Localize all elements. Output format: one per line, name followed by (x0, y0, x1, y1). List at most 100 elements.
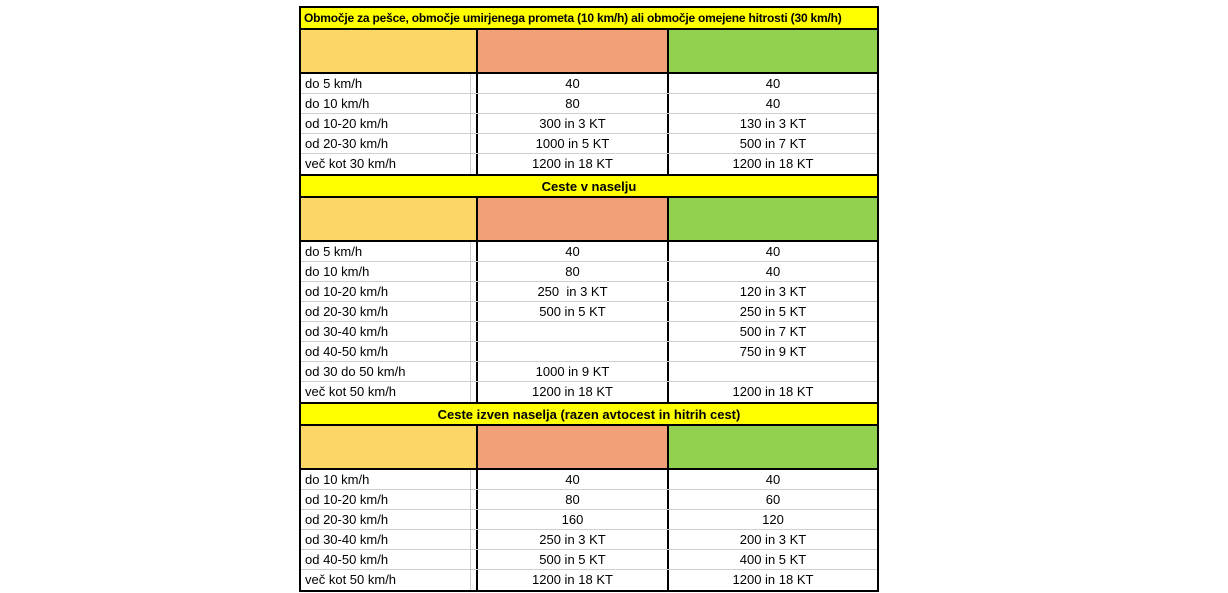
fine-after-cell: 40 (765, 76, 781, 91)
section-title: Območje za pešce, območje umirjenega pro… (301, 8, 877, 30)
table-row: od 40-50 km/h 750 in 9 KT (301, 342, 877, 362)
speed-range-cell: do 10 km/h (301, 94, 478, 113)
fine-after-column-header: globa (v evrih) in KT po 11. 8. 2021 (669, 30, 877, 72)
fine-after-cell: 120 (762, 512, 784, 527)
fine-after-header-line1: globa (v evrih) in KT (673, 71, 873, 72)
fine-before-cell (478, 342, 669, 361)
fine-after-cell: 40 (765, 472, 781, 487)
table-row: od 20-30 km/h 1000 in 5 KT 500 in 7 KT (301, 134, 877, 154)
table-row: od 30 do 50 km/h 1000 in 9 KT (301, 362, 877, 382)
speed-range-cell: do 5 km/h (301, 74, 478, 93)
speed-range-cell: več kot 50 km/h (301, 382, 478, 402)
speed-range-cell: od 40-50 km/h (301, 342, 478, 361)
fine-before-cell: 250 in 3 KT (478, 530, 669, 549)
speed-range-cell: od 20-30 km/h (301, 510, 478, 529)
fine-before-cell: 1000 in 5 KT (478, 134, 669, 153)
speed-header-line1: prekoračitev najvišje (305, 239, 472, 240)
table-row: do 5 km/h 40 40 (301, 74, 877, 94)
table-row: od 10-20 km/h 250 in 3 KT 120 in 3 KT (301, 282, 877, 302)
fine-before-cell: 1200 in 18 KT (478, 570, 669, 590)
fine-after-cell: 60 (765, 492, 781, 507)
table-row: od 10-20 km/h 80 60 (301, 490, 877, 510)
speed-header-line1: prekoračitev najvišje (305, 71, 472, 72)
speed-range-cell: od 30 do 50 km/h (301, 362, 478, 381)
fine-before-cell: 40 (478, 74, 669, 93)
data-rows: do 5 km/h 40 40 do 10 km/h 80 40 od 10-20 km/h… (301, 242, 877, 402)
speed-range-cell: od 40-50 km/h (301, 550, 478, 569)
speed-range-cell: do 10 km/h (301, 262, 478, 281)
table-row: več kot 50 km/h 1200 in 18 KT 1200 in 18 K… (301, 570, 877, 590)
fine-before-cell: 500 in 5 KT (478, 550, 669, 569)
speed-range-cell: od 10-20 km/h (301, 282, 478, 301)
column-header-row: prekoračitev najvišje dovoljene hitrosti… (301, 426, 877, 470)
fine-before-cell: 40 (478, 470, 669, 489)
speed-range-cell: od 10-20 km/h (301, 114, 478, 133)
table-row: več kot 30 km/h 1200 in 18 KT 1200 in 18 K… (301, 154, 877, 174)
fine-after-cell: 750 in 9 KT (739, 344, 807, 359)
table-row: do 10 km/h 40 40 (301, 470, 877, 490)
fine-after-cell: 1200 in 18 KT (732, 156, 814, 171)
speed-column-header: prekoračitev najvišje dovoljene hitrosti (301, 30, 478, 72)
section-roads-outside-settlement: Ceste izven naselja (razen avtocest in h… (301, 402, 877, 590)
speed-range-cell: od 10-20 km/h (301, 490, 478, 509)
speed-range-cell: več kot 50 km/h (301, 570, 478, 590)
speeding-fines-table: Območje za pešce, območje umirjenega pro… (299, 6, 879, 592)
speed-range-cell: od 30-40 km/h (301, 530, 478, 549)
table-row: od 20-30 km/h 160 120 (301, 510, 877, 530)
fine-before-header-line1: globa (v evrih) in KT, (482, 467, 663, 468)
fine-before-cell: 80 (478, 262, 669, 281)
fine-before-cell: 500 in 5 KT (478, 302, 669, 321)
table-row: do 5 km/h 40 40 (301, 242, 877, 262)
speed-range-cell: od 30-40 km/h (301, 322, 478, 341)
fine-before-cell (478, 322, 669, 341)
fine-after-cell: 120 in 3 KT (739, 284, 807, 299)
table-row: do 10 km/h 80 40 (301, 94, 877, 114)
table-row: do 10 km/h 80 40 (301, 262, 877, 282)
speed-column-header: prekoračitev najvišje dovoljene hitrosti (301, 198, 478, 240)
fine-before-header-line1: globa (v evrih) in KT, (482, 71, 663, 72)
fine-before-cell: 80 (478, 490, 669, 509)
fine-after-cell: 500 in 7 KT (739, 324, 807, 339)
fine-after-cell: 40 (765, 244, 781, 259)
fine-after-cell: 130 in 3 KT (739, 116, 807, 131)
column-header-row: prekoračitev najvišje dovoljene hitrosti… (301, 198, 877, 242)
section-title: Ceste izven naselja (razen avtocest in h… (301, 402, 877, 426)
fine-before-cell: 1200 in 18 KT (478, 154, 669, 174)
column-header-row: prekoračitev najvišje dovoljene hitrosti… (301, 30, 877, 74)
fine-before-header-line1: globa (v evrih) in KT, (482, 239, 663, 240)
fine-after-cell: 200 in 3 KT (739, 532, 807, 547)
data-rows: do 5 km/h 40 40 do 10 km/h 80 40 od 10-20 km/h… (301, 74, 877, 174)
table-row: od 30-40 km/h 500 in 7 KT (301, 322, 877, 342)
fine-after-cell: 500 in 7 KT (739, 136, 807, 151)
fine-after-column-header: globa (v evrih) in KT po 11. 8. 2021 (669, 198, 877, 240)
section-title: Ceste v naselju (301, 174, 877, 198)
table-row: od 20-30 km/h 500 in 5 KT 250 in 5 KT (301, 302, 877, 322)
fine-before-cell: 250 in 3 KT (478, 282, 669, 301)
speed-range-cell: več kot 30 km/h (301, 154, 478, 174)
fine-before-column-header: globa (v evrih) in KT, pred 11.8.2021 (478, 30, 669, 72)
speed-range-cell: od 20-30 km/h (301, 302, 478, 321)
table-row: več kot 50 km/h 1200 in 18 KT 1200 in 18 K… (301, 382, 877, 402)
fine-after-cell: 40 (765, 264, 781, 279)
section-roads-in-settlement: Ceste v naselju prekoračitev najvišje do… (301, 174, 877, 402)
fine-before-column-header: globa (v evrih) in KT, pred 11.8.2021 (478, 198, 669, 240)
fine-after-cell: 400 in 5 KT (739, 552, 807, 567)
fine-after-cell: 40 (765, 96, 781, 111)
speed-header-line1: prekoračitev najvišje (305, 467, 472, 468)
fine-before-cell: 1200 in 18 KT (478, 382, 669, 402)
fine-before-cell: 80 (478, 94, 669, 113)
fine-before-cell: 160 (478, 510, 669, 529)
fine-before-cell: 40 (478, 242, 669, 261)
fine-after-column-header: globa (v evrih) in KT po 11. 8. 2021 (669, 426, 877, 468)
fine-before-column-header: globa (v evrih) in KT, pred 11.8.2021 (478, 426, 669, 468)
table-row: od 40-50 km/h 500 in 5 KT 400 in 5 KT (301, 550, 877, 570)
fine-after-header-line1: globa (v evrih) in KT (673, 467, 873, 468)
table-row: od 30-40 km/h 250 in 3 KT 200 in 3 KT (301, 530, 877, 550)
fine-before-cell: 300 in 3 KT (478, 114, 669, 133)
table-row: od 10-20 km/h 300 in 3 KT 130 in 3 KT (301, 114, 877, 134)
fine-after-cell (669, 362, 877, 381)
fine-after-cell: 250 in 5 KT (739, 304, 807, 319)
speed-column-header: prekoračitev najvišje dovoljene hitrosti (301, 426, 478, 468)
speed-range-cell: do 5 km/h (301, 242, 478, 261)
